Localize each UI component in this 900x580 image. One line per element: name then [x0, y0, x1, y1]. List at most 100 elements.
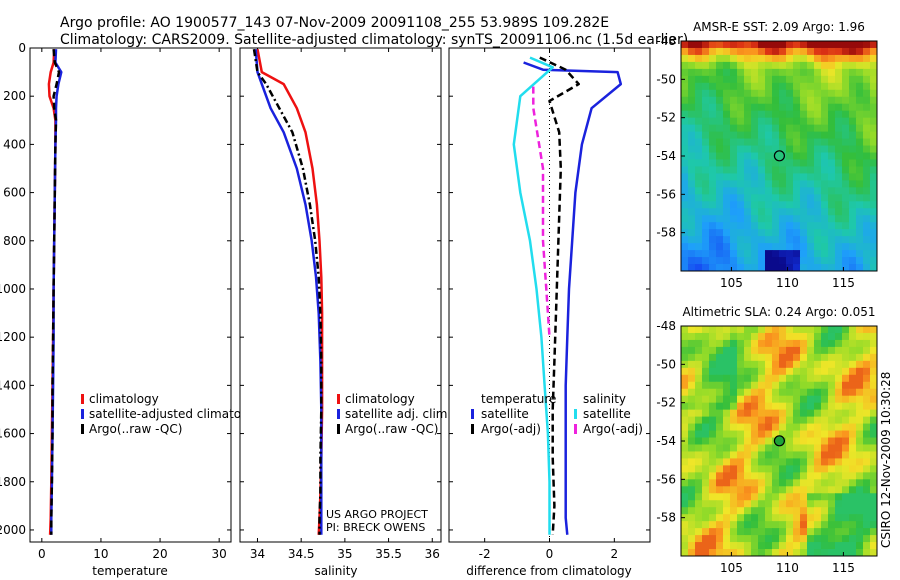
sst-cell [842, 208, 850, 216]
sst-cell [695, 89, 703, 98]
sla-cell [758, 486, 766, 494]
sst-cell [828, 180, 836, 188]
sst-cell [793, 229, 801, 237]
sst-cell [835, 124, 843, 133]
sla-cell [723, 444, 731, 453]
sla-cell [709, 451, 717, 460]
sla-cell [695, 326, 703, 334]
sla-cell [723, 514, 731, 522]
sla-ytick-label: -48 [656, 319, 676, 333]
sst-cell [821, 47, 829, 56]
sla-cell [786, 528, 794, 536]
sla-cell [744, 339, 752, 348]
sst-cell [849, 124, 857, 133]
sst-cell [751, 131, 759, 140]
sla-cell [702, 374, 710, 383]
sst-cell [688, 145, 696, 154]
sst-cell [758, 47, 766, 56]
temperature-ytick-label: 400 [3, 137, 26, 151]
sla-cell [807, 374, 815, 383]
sla-cell [758, 326, 766, 334]
sst-cell [779, 82, 787, 91]
sst-cell [849, 208, 857, 216]
sla-cell [835, 486, 843, 494]
sst-cell [856, 124, 864, 133]
sla-cell [716, 416, 724, 425]
sst-cell [688, 222, 696, 230]
sla-cell [821, 416, 829, 425]
sla-cell [688, 549, 696, 556]
sst-cell [723, 138, 731, 147]
sst-cell [821, 68, 829, 77]
sst-cell [849, 243, 857, 251]
sst-cell [737, 110, 745, 119]
sla-cell [688, 332, 696, 341]
sla-cell [842, 332, 850, 341]
sla-cell [744, 549, 752, 556]
sst-xtick-label: 115 [832, 276, 855, 290]
sla-cell [814, 346, 822, 355]
sst-cell [870, 96, 877, 105]
sla-cell [758, 367, 766, 376]
sst-cell [856, 138, 864, 147]
sla-cell [786, 507, 794, 515]
sla-cell [772, 472, 780, 480]
sst-cell [863, 194, 871, 202]
sla-cell [814, 535, 822, 543]
sst-cell [751, 173, 759, 181]
sst-cell [786, 41, 794, 49]
sla-cell [765, 493, 773, 501]
sla-cell [681, 479, 689, 487]
sla-cell [681, 451, 689, 460]
sla-cell [842, 374, 850, 383]
sst-cell [849, 201, 857, 209]
sla-cell [737, 514, 745, 522]
sla-cell [835, 521, 843, 529]
sst-cell [807, 194, 815, 202]
sla-cell [835, 395, 843, 404]
sst-cell [681, 47, 689, 56]
sst-cell [730, 180, 738, 188]
sst-xtick-label: 105 [720, 276, 743, 290]
sst-cell [779, 236, 787, 244]
sla-cell [870, 346, 877, 355]
sst-cell [681, 145, 689, 154]
sla-cell [744, 500, 752, 508]
map-sst: AMSR-E SST: 2.09 Argo: 1.96 105 110 115-48… [656, 20, 878, 290]
sst-cell [723, 159, 731, 168]
sla-cell [702, 542, 710, 550]
sla-ytick-label: -50 [656, 357, 676, 371]
sla-cell [716, 472, 724, 480]
sla-cell [807, 542, 815, 550]
sst-cell [730, 194, 738, 202]
sst-cell [681, 89, 689, 98]
sla-cell [807, 479, 815, 487]
sla-cell [723, 472, 731, 480]
sla-cell [779, 326, 787, 334]
sla-cell [702, 514, 710, 522]
sst-cell [793, 159, 801, 168]
sst-cell [800, 236, 808, 244]
sla-cell [842, 521, 850, 529]
sst-cell [835, 103, 843, 112]
sla-cell [849, 535, 857, 543]
sla-cell [779, 381, 787, 390]
sst-cell [751, 215, 759, 223]
sst-cell [793, 243, 801, 251]
sla-cell [856, 451, 864, 460]
sst-cell [716, 215, 724, 223]
sla-cell [744, 346, 752, 355]
sst-cell [765, 41, 773, 49]
sst-cell [821, 138, 829, 147]
sst-cell [863, 173, 871, 181]
sla-cell [870, 437, 877, 446]
sla-cell [849, 332, 857, 341]
sst-cell [772, 264, 780, 271]
sla-cell [779, 535, 787, 543]
sst-cell [744, 194, 752, 202]
sst-cell [828, 68, 836, 77]
sst-cell [870, 208, 877, 216]
sst-cell [709, 54, 717, 63]
sla-cell [835, 402, 843, 411]
sla-cell [849, 409, 857, 418]
